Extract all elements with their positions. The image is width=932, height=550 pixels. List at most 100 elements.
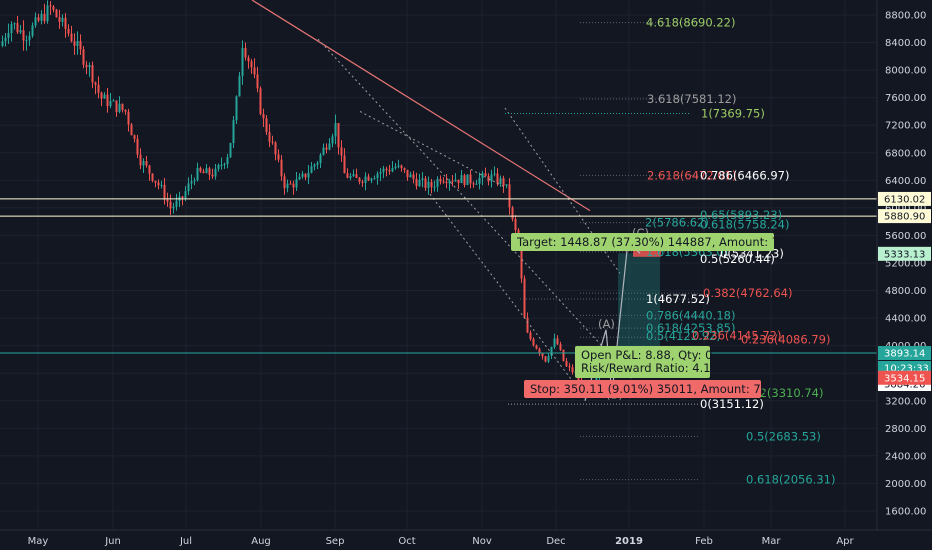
price-pill-label: 5333.13: [884, 249, 925, 260]
time-axis-tick: May: [28, 536, 49, 547]
candle-body: [85, 64, 88, 68]
candle-body: [136, 138, 139, 155]
wave-label: (A): [598, 317, 615, 331]
candle-body: [58, 17, 61, 22]
fib-label: 2(5786.62): [645, 216, 709, 230]
candle-body: [469, 174, 472, 184]
candle-body: [385, 168, 388, 171]
candle-body: [352, 174, 355, 177]
candle-body: [430, 181, 433, 188]
candle-body: [232, 120, 235, 144]
price-axis-tick: 2400.00: [885, 451, 926, 462]
candle-body: [133, 135, 136, 139]
price-axis-tick: 3200.00: [885, 396, 926, 407]
candle-body: [448, 180, 451, 184]
candle-body: [1, 41, 4, 46]
candle-body: [355, 174, 358, 178]
candle-body: [535, 345, 538, 349]
candle-body: [478, 178, 481, 184]
candle-body: [70, 33, 73, 42]
target-box-text: Target: 1448.87 (37.30%) 144887, Amount:…: [516, 235, 786, 249]
candle-body: [367, 176, 370, 181]
pnl-box[interactable]: [575, 346, 710, 378]
time-axis-tick: Sep: [326, 536, 345, 547]
candle-body: [475, 183, 478, 185]
time-axis-background: [0, 530, 932, 550]
candle-body: [61, 17, 64, 22]
candle-body: [202, 171, 205, 174]
candle-body: [241, 47, 244, 76]
candle-body: [280, 159, 283, 177]
candle-body: [373, 178, 376, 180]
fib-label: 0(3151.12): [700, 397, 764, 411]
candle-body: [484, 173, 487, 176]
candle-body: [118, 103, 121, 112]
fib-diagonal-3[interactable]: [504, 107, 621, 274]
candle-body: [493, 173, 496, 175]
candle-body: [274, 142, 277, 155]
candle-body: [208, 168, 211, 175]
candle-body: [331, 136, 334, 144]
candle-body: [361, 181, 364, 183]
time-axis-tick: Jul: [179, 536, 192, 547]
time-axis-tick: Jun: [104, 536, 121, 547]
candle-body: [310, 166, 313, 173]
price-axis-tick: 2000.00: [885, 479, 926, 490]
candle-body: [76, 40, 79, 46]
candle-body: [109, 101, 112, 107]
candle-body: [193, 180, 196, 182]
candle-body: [34, 17, 37, 26]
candle-body: [421, 178, 424, 180]
candle-body: [460, 175, 463, 184]
candle-body: [397, 165, 400, 167]
candle-body: [91, 65, 94, 83]
candle-body: [190, 181, 193, 184]
time-axis-tick: Oct: [398, 536, 415, 547]
time-axis-tick: 2019: [615, 536, 643, 547]
target-box[interactable]: [511, 233, 774, 251]
candle-body: [271, 141, 274, 143]
price-axis-tick: 6000.00: [885, 203, 926, 214]
candle-body: [139, 154, 142, 166]
price-axis-tick: 4800.00: [885, 286, 926, 297]
candle-body: [151, 173, 154, 181]
fib-diagonal-4[interactable]: [359, 111, 506, 188]
candle-body: [121, 103, 124, 110]
candle-body: [463, 175, 466, 186]
candle-body: [175, 200, 178, 207]
candle-body: [220, 164, 223, 166]
candle-body: [457, 179, 460, 184]
price-pill: [878, 370, 931, 385]
candle-body: [490, 174, 493, 182]
candle-body: [391, 168, 394, 172]
stop-box[interactable]: [524, 380, 761, 398]
candle-body: [115, 100, 118, 112]
candle-body: [541, 353, 544, 357]
price-axis-tick: 6400.00: [885, 176, 926, 187]
candle-body: [565, 360, 568, 367]
price-pill: [878, 346, 931, 361]
trend-line[interactable]: [251, 0, 591, 212]
price-pill-label: 3884.26: [884, 380, 925, 391]
candle-body: [382, 168, 385, 173]
price-pill-label: 6130.02: [884, 194, 925, 205]
fib-label: 1(7369.75): [701, 107, 765, 121]
candle-body: [472, 183, 475, 185]
candle-body: [376, 173, 379, 179]
candle-body: [4, 37, 7, 42]
candle-body: [307, 172, 310, 178]
price-axis-tick: 7200.00: [885, 121, 926, 132]
fib-diagonal-1[interactable]: [317, 38, 641, 388]
candle-body: [466, 174, 469, 186]
candle-body: [370, 178, 373, 181]
fib-label: 0.65(5893.23): [700, 208, 782, 222]
candle-body: [52, 6, 55, 10]
candle-body: [55, 9, 58, 18]
candle-body: [268, 132, 271, 142]
candle-body: [49, 5, 52, 7]
candle-body: [349, 176, 352, 178]
candle-body: [247, 57, 250, 62]
